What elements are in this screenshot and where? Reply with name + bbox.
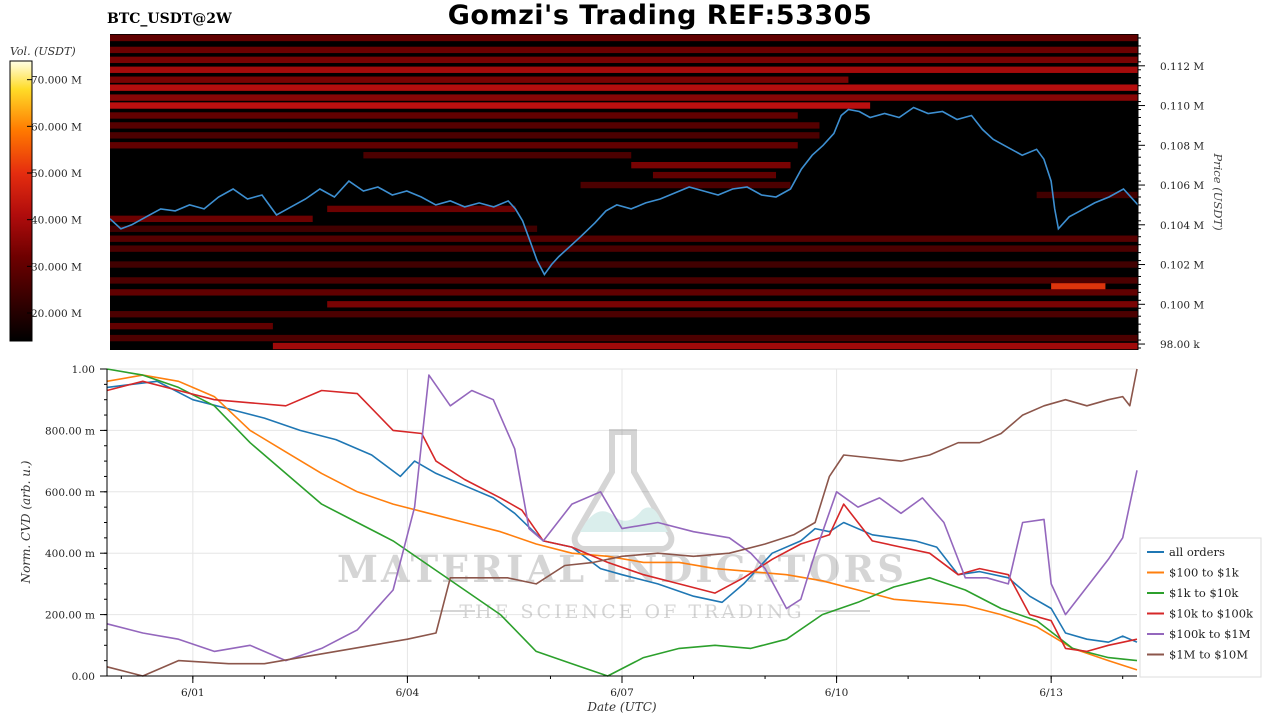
price-tick-label: 0.102 M xyxy=(1160,260,1204,272)
colorbar-tick-label: 60.000 M xyxy=(31,121,82,133)
price-tick-label: 98.00 k xyxy=(1160,339,1200,351)
liquidity-band-20 xyxy=(110,235,1138,242)
price-tick-label: 0.100 M xyxy=(1160,299,1204,311)
liquidity-band-24 xyxy=(1051,283,1106,290)
liquidity-band-15 xyxy=(580,181,791,189)
liquidity-band-21 xyxy=(110,245,1138,252)
watermark-main-text: MATERIAL INDICATORS xyxy=(337,547,907,591)
price-tick-label: 0.106 M xyxy=(1160,180,1204,192)
colorbar-tick-label: 40.000 M xyxy=(31,215,82,227)
colorbar-tick-label: 20.000 M xyxy=(31,308,82,320)
price-axis-label: Price (USDT) xyxy=(1211,152,1225,230)
liquidity-band-6 xyxy=(110,94,1138,101)
liquidity-band-1 xyxy=(110,46,1138,54)
cvd-y-tick-label: 800.00 m xyxy=(45,425,95,437)
price-tick-label: 0.110 M xyxy=(1160,101,1204,113)
legend-label-1: $100 to $1k xyxy=(1169,566,1240,580)
liquidity-band-22 xyxy=(110,261,1138,268)
legend-label-4: $100k to $1M xyxy=(1169,627,1251,641)
liquidity-band-0 xyxy=(110,34,1138,42)
volume-colorbar xyxy=(9,60,33,342)
flask-icon xyxy=(571,429,675,552)
series-line-4 xyxy=(106,374,1138,662)
cvd-x-tick-label: 6/10 xyxy=(825,687,849,699)
liquidity-band-26 xyxy=(327,301,1138,308)
cvd-y-tick-label: 200.00 m xyxy=(45,610,95,622)
flask-liquid-icon xyxy=(580,507,668,532)
symbol-label: BTC_USDT@2W xyxy=(107,11,232,27)
liquidity-band-8 xyxy=(110,112,798,119)
cvd-y-tick-label: 1.00 xyxy=(72,364,95,376)
series-line-1 xyxy=(106,374,1138,671)
cvd-series-group xyxy=(106,368,1138,677)
liquidity-band-2 xyxy=(110,56,1138,64)
legend-label-0: all orders xyxy=(1169,545,1225,559)
cvd-legend: all orders $100 to $1k $1k to $10k $10k to … xyxy=(1139,537,1262,678)
series-line-3 xyxy=(106,380,1138,653)
cvd-line-chart: MATERIAL INDICATORS THE SCIENCE OF TRADIN… xyxy=(19,364,1262,714)
colorbar-tick-label: 50.000 M xyxy=(31,168,82,180)
liquidity-band-19 xyxy=(110,225,538,232)
liquidity-band-11 xyxy=(110,142,798,149)
liquidity-band-3 xyxy=(110,66,1138,73)
liquidity-band-4 xyxy=(110,76,849,83)
colorbar-label: Vol. (USDT) xyxy=(10,45,76,58)
liquidity-band-29 xyxy=(110,334,1138,342)
cvd-y-tick-label: 0.00 xyxy=(72,671,95,683)
cvd-x-tick-label: 6/07 xyxy=(610,687,634,699)
legend-label-2: $1k to $10k xyxy=(1169,586,1239,600)
liquidity-band-18 xyxy=(110,215,313,223)
liquidity-band-10 xyxy=(110,132,820,139)
liquidity-band-30 xyxy=(272,342,1138,350)
price-series-line xyxy=(110,106,1138,277)
cvd-x-tick-label: 6/04 xyxy=(396,687,420,699)
liquidity-band-28 xyxy=(110,322,273,330)
orderbook-heatmap-chart: 0.112 M 0.110 M 0.108 M 0.106 M 0.104 M 0.102… xyxy=(9,34,1225,351)
page-title: Gomzi's Trading REF:53305 xyxy=(447,0,873,31)
liquidity-band-27 xyxy=(110,311,1138,318)
liquidity-band-13 xyxy=(631,161,791,169)
liquidity-band-17 xyxy=(327,205,516,213)
cvd-y-axis-label: Norm. CVD (arb. u.) xyxy=(19,460,33,584)
colorbar-tick-label: 30.000 M xyxy=(31,261,82,273)
cvd-x-axis-label: Date (UTC) xyxy=(586,700,656,714)
cvd-y-tick-label: 400.00 m xyxy=(45,548,95,560)
price-tick-label: 0.112 M xyxy=(1160,61,1204,73)
price-tick-label: 0.108 M xyxy=(1160,140,1204,152)
heatmap-bands xyxy=(110,34,1138,350)
liquidity-band-5 xyxy=(110,84,1138,91)
series-line-5 xyxy=(106,368,1138,677)
liquidity-band-12 xyxy=(363,152,632,159)
liquidity-band-9 xyxy=(110,122,820,129)
cvd-x-tick-label: 6/13 xyxy=(1039,687,1063,699)
legend-label-5: $1M to $10M xyxy=(1169,648,1248,662)
colorbar-tick-label: 70.000 M xyxy=(31,75,82,87)
cvd-x-tick-label: 6/01 xyxy=(181,687,205,699)
price-tick-label: 0.104 M xyxy=(1160,220,1204,232)
legend-label-3: $10k to $100k xyxy=(1169,607,1254,621)
liquidity-band-25 xyxy=(110,289,1138,296)
watermark-sub-text: THE SCIENCE OF TRADING xyxy=(459,601,804,623)
liquidity-band-23 xyxy=(110,277,1138,284)
liquidity-band-7 xyxy=(110,102,871,109)
cvd-y-tick-label: 600.00 m xyxy=(45,487,95,499)
liquidity-band-14 xyxy=(652,171,777,179)
series-line-2 xyxy=(106,368,1138,677)
series-line-0 xyxy=(106,380,1138,644)
liquidity-band-16 xyxy=(1036,191,1138,199)
